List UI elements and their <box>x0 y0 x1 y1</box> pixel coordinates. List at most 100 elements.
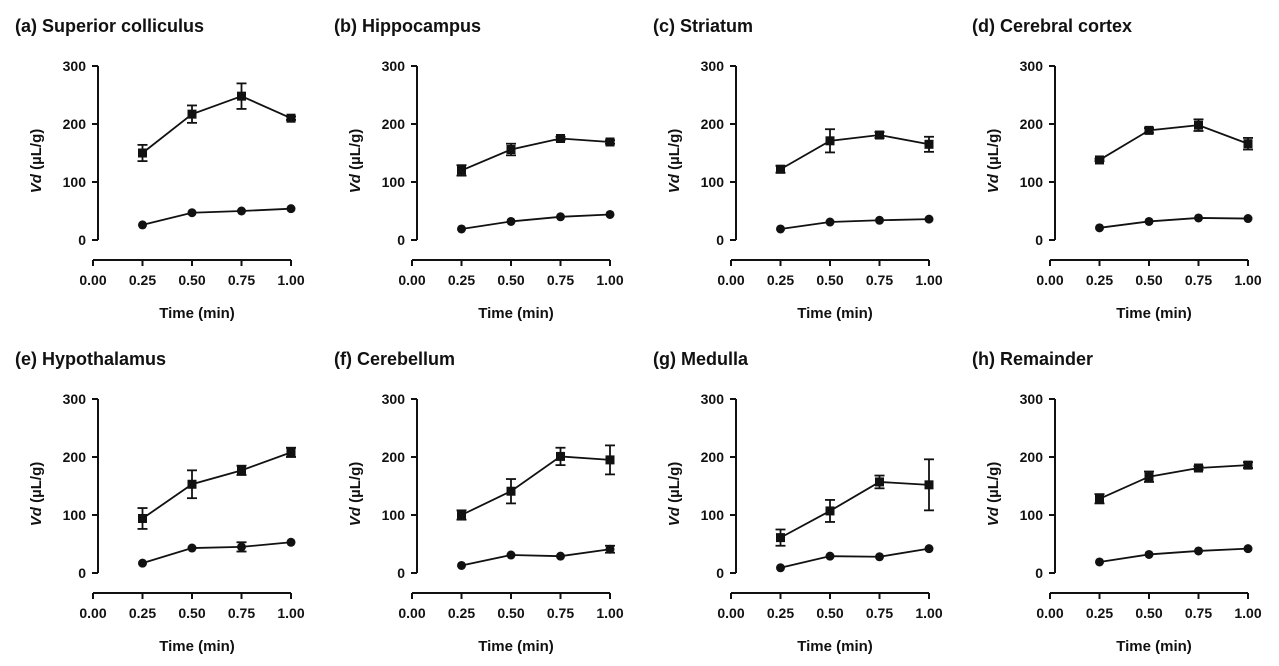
x-tick-label: 1.00 <box>1234 272 1261 288</box>
data-point-square <box>924 139 934 149</box>
data-point-square <box>605 137 615 147</box>
data-point-square <box>1243 139 1253 149</box>
data-point-square <box>1144 125 1154 135</box>
data-point-circle <box>825 551 835 561</box>
data-point-square <box>506 145 516 155</box>
data-point-square <box>924 480 934 490</box>
series-line <box>780 481 930 539</box>
x-tick-label: 0.50 <box>497 272 524 288</box>
x-axis-label: Time (min) <box>159 638 235 655</box>
chart-panel: (f) Cerebellum 0 100 200 300 0.00 0.25 0.50 0.75… <box>322 333 641 666</box>
x-tick-label: 0.25 <box>1086 272 1113 288</box>
data-point-square <box>457 510 466 520</box>
x-tick-label: 0.00 <box>717 605 744 621</box>
data-point-circle <box>187 208 197 218</box>
x-tick-label: 0.25 <box>767 272 794 288</box>
y-axis-label: Vd (µL/g) <box>28 462 45 526</box>
data-point-circle <box>875 552 884 562</box>
data-point-circle <box>556 551 565 561</box>
chart-svg: (d) Cerebral cortex 0 100 200 300 0.00 0.25 0.5… <box>972 16 1262 322</box>
data-point-circle <box>286 537 296 547</box>
x-axis-label: Time (min) <box>1116 305 1192 322</box>
chart-svg: (g) Medulla 0 100 200 300 0.00 0.25 0.50 0.75 1.0… <box>653 349 943 655</box>
data-point-circle <box>924 544 934 554</box>
data-point-square <box>138 513 147 523</box>
data-point-circle <box>506 216 516 226</box>
x-tick-label: 0.75 <box>228 605 255 621</box>
y-tick-label: 0 <box>1035 232 1043 248</box>
chart-panel: (e) Hypothalamus 0 100 200 300 0.00 0.25 0.50 0.… <box>3 333 322 666</box>
data-point-square <box>825 136 835 146</box>
series-line <box>461 548 611 567</box>
chart-title: (b) Hippocampus <box>334 16 481 36</box>
chart-svg: (a) Superior colliculus 0 100 200 300 0.00 0.2… <box>15 16 305 322</box>
chart-svg: (f) Cerebellum 0 100 200 300 0.00 0.25 0.50 0.75… <box>334 349 624 655</box>
x-tick-label: 0.50 <box>816 272 843 288</box>
y-tick-label: 300 <box>63 58 87 74</box>
data-point-circle <box>457 224 466 234</box>
data-point-square <box>138 148 147 158</box>
data-point-square <box>506 486 516 496</box>
x-tick-label: 0.00 <box>79 605 106 621</box>
y-axis-label: Vd (µL/g) <box>28 129 45 193</box>
chart-title: (d) Cerebral cortex <box>972 16 1132 36</box>
series-line <box>141 95 292 154</box>
y-tick-label: 300 <box>1020 391 1044 407</box>
y-tick-label: 200 <box>1020 449 1044 465</box>
x-tick-label: 0.00 <box>1036 605 1063 621</box>
chart-panel: (c) Striatum 0 100 200 300 0.00 0.25 0.50 0.75 1.… <box>641 0 960 333</box>
data-point-square <box>286 447 296 457</box>
x-tick-label: 0.25 <box>448 605 475 621</box>
chart-svg: (e) Hypothalamus 0 100 200 300 0.00 0.25 0.50 0.… <box>15 349 305 655</box>
data-point-square <box>286 113 296 123</box>
y-tick-label: 100 <box>63 174 87 190</box>
data-point-circle <box>1095 557 1104 567</box>
x-axis-label: Time (min) <box>797 638 873 655</box>
x-tick-label: 0.50 <box>178 605 205 621</box>
data-point-square <box>556 451 565 461</box>
data-point-square <box>1144 472 1154 482</box>
x-tick-label: 0.25 <box>1086 605 1113 621</box>
y-tick-label: 0 <box>716 232 724 248</box>
data-point-circle <box>776 563 785 573</box>
y-axis-label: Vd (µL/g) <box>666 462 683 526</box>
x-tick-label: 1.00 <box>915 272 942 288</box>
data-point-square <box>187 109 197 119</box>
data-point-square <box>1243 460 1253 470</box>
data-point-circle <box>237 542 246 552</box>
y-tick-label: 200 <box>1020 116 1044 132</box>
data-point-square <box>875 130 884 140</box>
data-point-circle <box>1243 544 1253 554</box>
x-tick-label: 0.25 <box>767 605 794 621</box>
chart-title: (h) Remainder <box>972 349 1093 369</box>
x-tick-label: 1.00 <box>596 605 623 621</box>
y-tick-label: 100 <box>382 174 406 190</box>
data-point-circle <box>1144 216 1154 226</box>
y-tick-label: 100 <box>1020 174 1044 190</box>
chart-svg: (h) Remainder 0 100 200 300 0.00 0.25 0.50 0.75 1… <box>972 349 1262 655</box>
y-tick-label: 100 <box>1020 507 1044 523</box>
chart-svg: (c) Striatum 0 100 200 300 0.00 0.25 0.50 0.75 1.… <box>653 16 943 322</box>
data-point-square <box>776 164 785 174</box>
data-point-circle <box>187 543 197 553</box>
data-point-circle <box>825 217 835 227</box>
x-tick-label: 1.00 <box>277 272 304 288</box>
data-point-circle <box>506 550 516 560</box>
chart-svg: (b) Hippocampus 0 100 200 300 0.00 0.25 0.50 0.7… <box>334 16 624 322</box>
y-tick-label: 0 <box>716 565 724 581</box>
y-tick-label: 200 <box>382 449 406 465</box>
y-tick-label: 0 <box>1035 565 1043 581</box>
data-point-circle <box>138 220 147 230</box>
y-tick-label: 0 <box>397 232 405 248</box>
x-tick-label: 0.75 <box>547 272 574 288</box>
x-tick-label: 1.00 <box>915 605 942 621</box>
x-tick-label: 0.25 <box>129 272 156 288</box>
data-point-square <box>237 465 246 475</box>
series-line <box>1099 124 1249 161</box>
data-point-circle <box>556 212 565 222</box>
x-tick-label: 0.25 <box>448 272 475 288</box>
series-line <box>780 218 930 230</box>
series-line <box>1099 464 1249 500</box>
data-point-circle <box>605 544 615 554</box>
